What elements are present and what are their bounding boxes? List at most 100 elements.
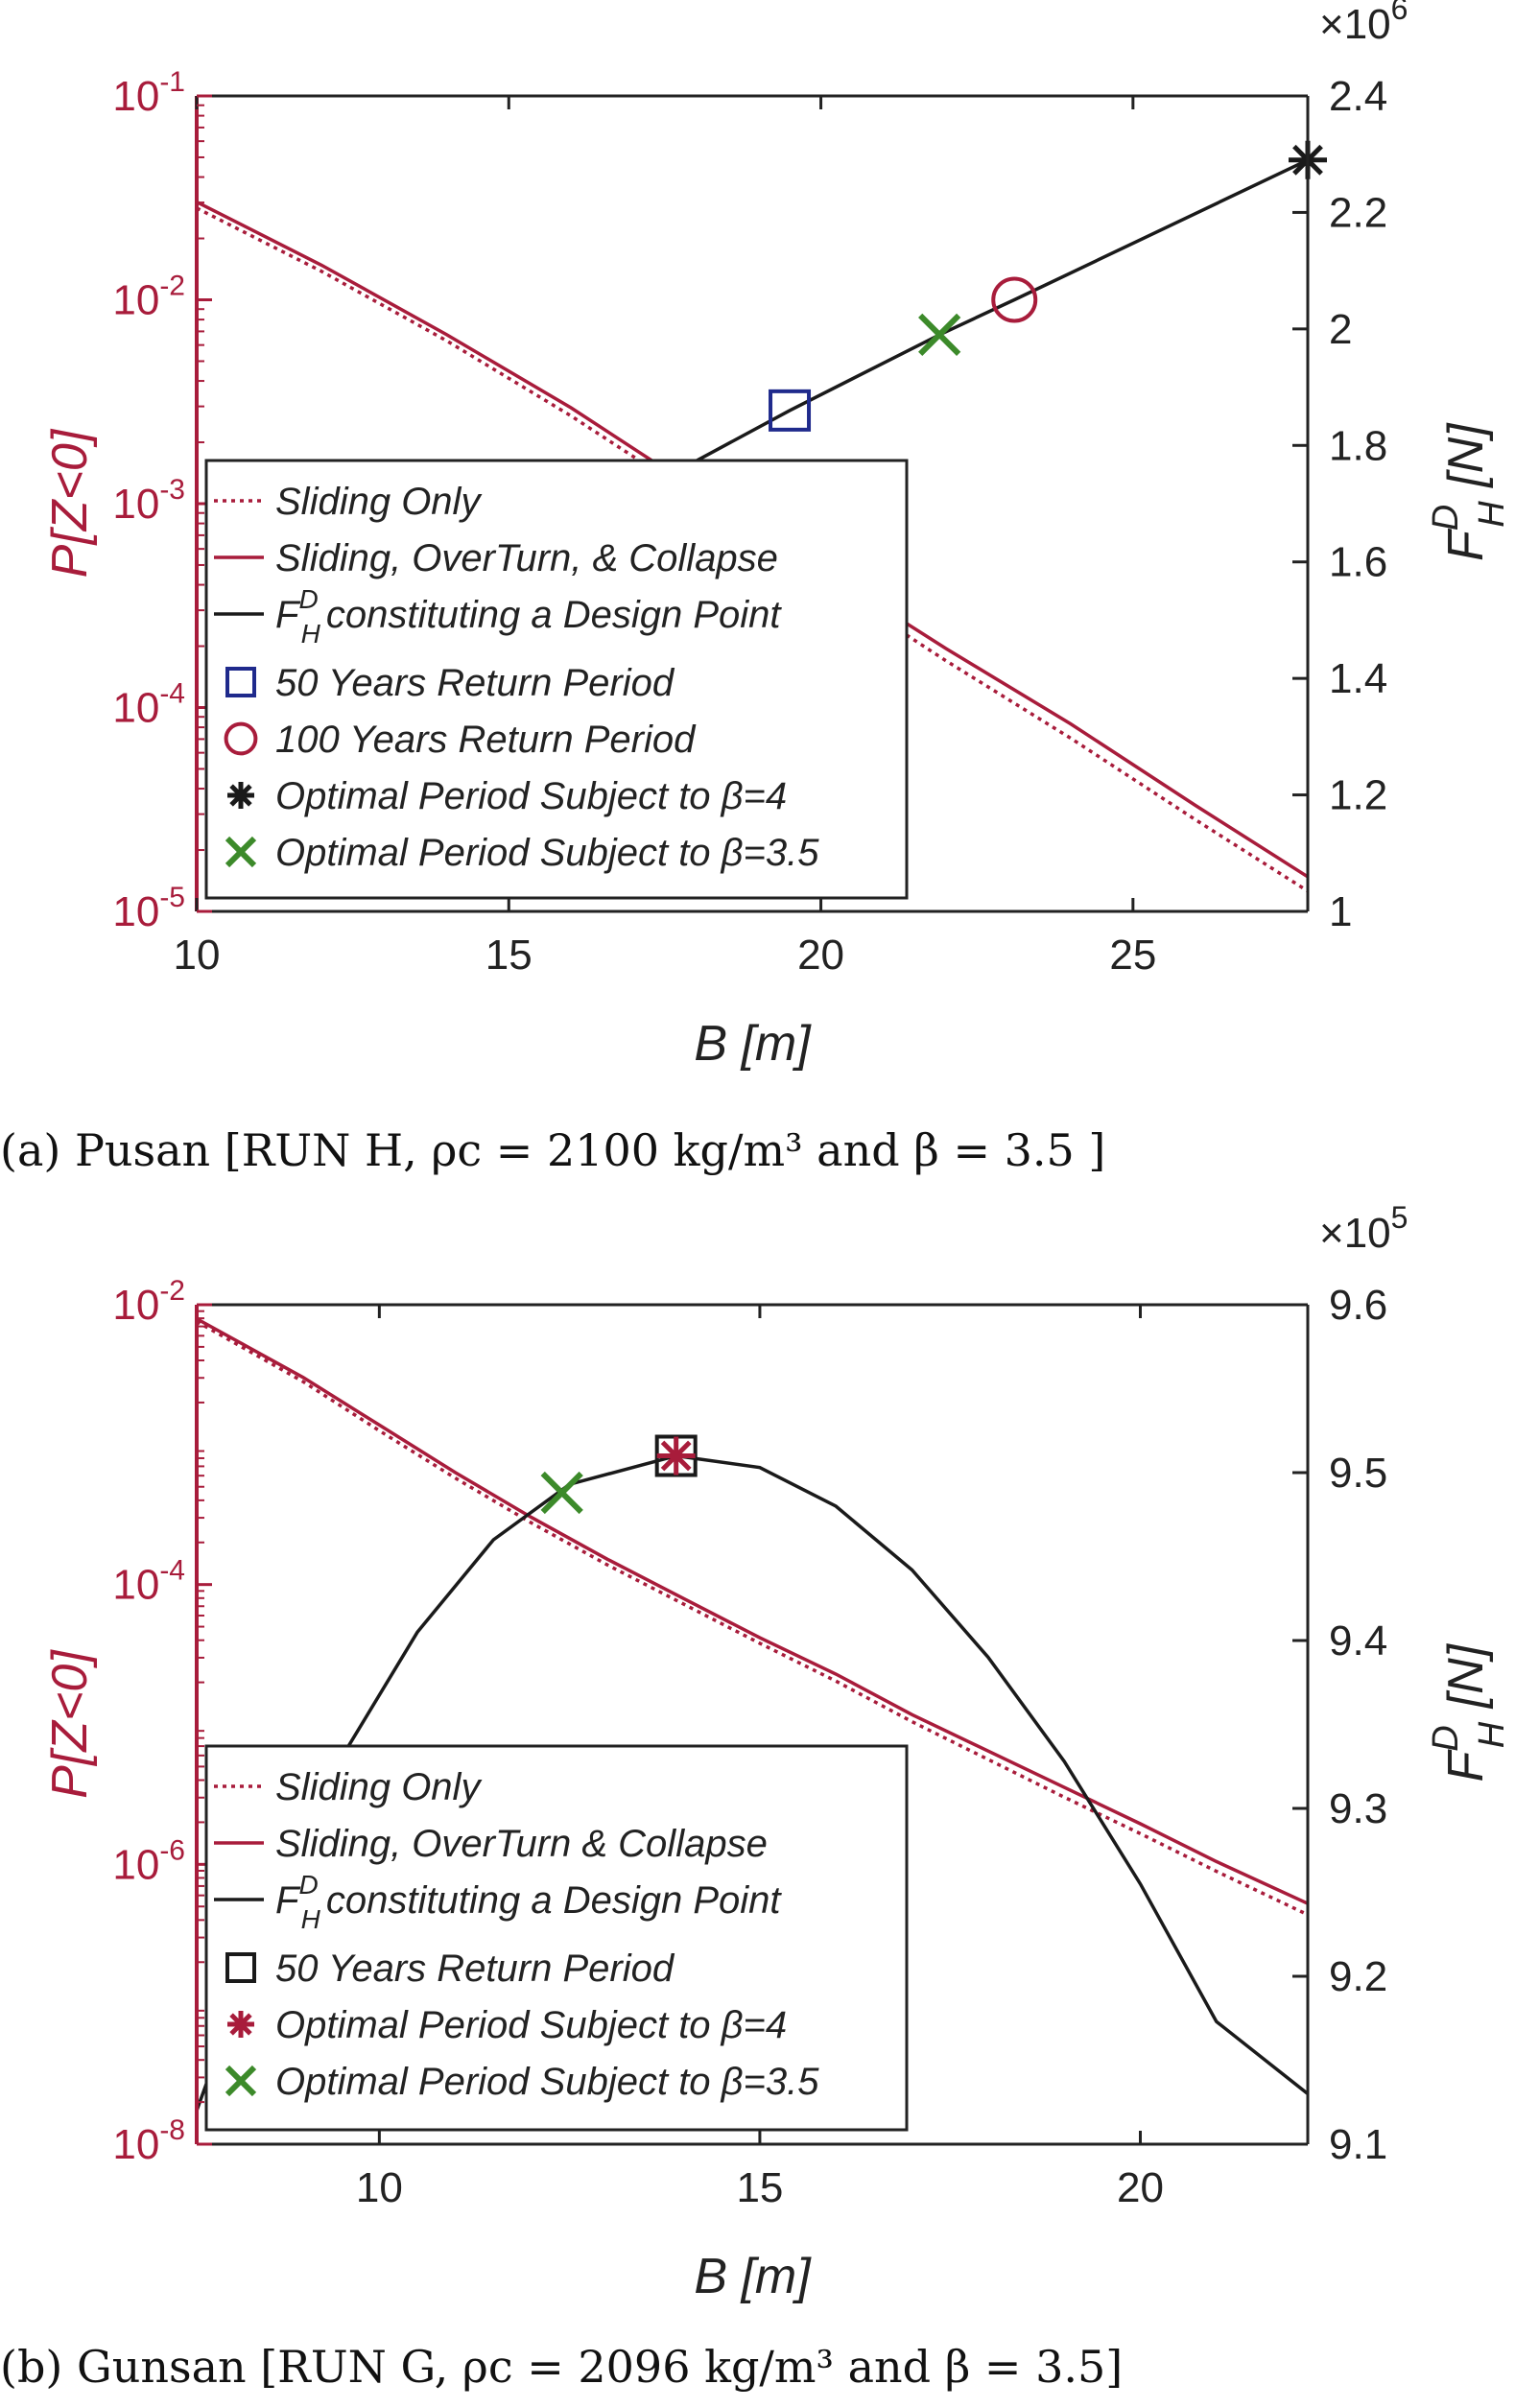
legend-label: Sliding Only xyxy=(275,481,483,523)
legend: Sliding Only Sliding, OverTurn & Collapse… xyxy=(204,1744,909,2132)
x-tick-label: 15 xyxy=(736,2164,783,2211)
legend-marker-circle xyxy=(224,721,258,756)
y-axis-label-right: FD H [N] xyxy=(1426,1642,1512,1782)
fhd-sup: D xyxy=(298,584,318,614)
y-tick-left-label: 10-2 xyxy=(112,271,185,324)
x-tick-label: 25 xyxy=(1109,932,1156,979)
y-tick-right-label: 2.4 xyxy=(1329,73,1387,120)
y-tick-left-label: 10-6 xyxy=(112,1834,185,1888)
y-tick-right-label: 1.2 xyxy=(1329,772,1387,819)
fhd-sup: D xyxy=(1426,1725,1466,1751)
tick-exp: -2 xyxy=(159,271,185,302)
x-tick-label: 15 xyxy=(485,932,533,979)
legend-label: 100 Years Return Period xyxy=(275,719,697,761)
legend-label: Optimal Period Subject to β=3.5 xyxy=(275,832,819,874)
tick-exp: -6 xyxy=(159,1834,185,1866)
marker-cross xyxy=(540,1471,583,1515)
fhd-F: F xyxy=(1438,528,1494,561)
y-tick-right-label: 9.2 xyxy=(1329,1953,1387,2000)
caption: (b) Gunsan [RUN G, ρc = 2096 kg/m³ and β… xyxy=(0,2341,1123,2393)
y-tick-left-label: 10-3 xyxy=(112,474,185,528)
fhd-sup: D xyxy=(298,1870,318,1900)
y-axis-label-left: P[Z<0] xyxy=(42,428,98,578)
y-axis-label-left: P[Z<0] xyxy=(42,1649,98,1799)
legend-text: constituting a Design Point xyxy=(326,1879,783,1922)
y-tick-left-label: 10-1 xyxy=(112,66,185,120)
x-tick-label: 10 xyxy=(174,932,221,979)
legend-box xyxy=(204,1744,909,2132)
fhd-sub: H xyxy=(1472,1721,1512,1748)
tick-exp: -4 xyxy=(159,1555,185,1587)
tick-exp: -4 xyxy=(159,678,185,710)
legend-marker-cross xyxy=(225,836,257,868)
x-tick-label: 20 xyxy=(1117,2164,1164,2211)
legend-label: Sliding, OverTurn & Collapse xyxy=(275,1823,768,1865)
y-tick-right-label: 9.5 xyxy=(1329,1450,1387,1497)
legend-label: Sliding Only xyxy=(275,1766,483,1808)
mult-exp: 6 xyxy=(1391,0,1408,26)
series-constituting-a-design-point xyxy=(670,158,1308,477)
y-tick-right-label: 9.3 xyxy=(1329,1785,1387,1832)
mult-base: ×10 xyxy=(1319,1210,1391,1257)
legend-label: Optimal Period Subject to β=4 xyxy=(275,775,787,817)
right-multiplier: ×105 xyxy=(1319,1200,1408,1257)
tick-base: 10 xyxy=(112,1282,159,1329)
x-tick-label: 20 xyxy=(797,932,844,979)
legend-label: Optimal Period Subject to β=4 xyxy=(275,2004,787,2046)
y-tick-right-label: 1.8 xyxy=(1329,422,1387,469)
tick-base: 10 xyxy=(112,481,159,528)
legend-marker-square xyxy=(225,667,256,697)
fhd-F: F xyxy=(275,594,301,636)
legend-marker-asterisk xyxy=(227,782,254,809)
tick-base: 10 xyxy=(112,685,159,732)
y-tick-left-label: 10-4 xyxy=(112,678,185,732)
y-tick-left-label: 10-2 xyxy=(112,1275,185,1329)
x-axis-label: B [m] xyxy=(694,1016,812,1072)
y-tick-left-label: 10-5 xyxy=(112,882,185,935)
y-axis-label-right: FD H [N] xyxy=(1426,422,1512,561)
marker-circle xyxy=(991,276,1038,323)
y-tick-right-label: 9.1 xyxy=(1329,2121,1387,2168)
legend-marker-square xyxy=(225,1952,256,1983)
legend-label: 50 Years Return Period xyxy=(275,662,675,704)
series-constituting-a-design-point xyxy=(197,1453,1308,2112)
series-sliding-only xyxy=(197,206,1308,893)
y-tick-right-label: 1.4 xyxy=(1329,655,1387,702)
chart-1: 10 15 2010-210-410-610-89.69.59.49.39.29.1… xyxy=(0,1200,1512,2393)
fhd-F: F xyxy=(275,1879,301,1922)
tick-exp: -3 xyxy=(159,474,185,506)
fhd-sub: H xyxy=(301,619,321,649)
marker-cross xyxy=(918,313,961,357)
series-sliding-only xyxy=(197,1319,1308,1917)
y-tick-right-label: 1 xyxy=(1329,888,1352,935)
caption: (a) Pusan [RUN H, ρc = 2100 kg/m³ and β … xyxy=(0,1124,1105,1176)
y-tick-left-label: 10-8 xyxy=(112,2114,185,2168)
fhd-sub: H xyxy=(301,1904,321,1934)
legend-text: constituting a Design Point xyxy=(326,594,783,636)
mult-base: ×10 xyxy=(1319,1,1391,48)
legend-marker-cross xyxy=(225,2065,257,2097)
legend-label: Sliding, OverTurn, & Collapse xyxy=(275,537,778,579)
tick-base: 10 xyxy=(112,73,159,120)
y-tick-right-label: 9.6 xyxy=(1329,1282,1387,1329)
tick-base: 10 xyxy=(112,888,159,935)
fhd-sup: D xyxy=(1426,505,1466,531)
x-axis-label: B [m] xyxy=(694,2249,812,2304)
marker-asterisk xyxy=(656,1436,696,1475)
tick-base: 10 xyxy=(112,1562,159,1609)
fhd-F: F xyxy=(1438,1749,1494,1782)
y-tick-right-label: 1.6 xyxy=(1329,539,1387,586)
tick-base: 10 xyxy=(112,1841,159,1888)
fhd-unit: [N] xyxy=(1438,1642,1494,1721)
legend-label: Optimal Period Subject to β=3.5 xyxy=(275,2061,819,2103)
fhd-unit: [N] xyxy=(1438,422,1494,501)
tick-exp: -8 xyxy=(159,2114,185,2146)
tick-base: 10 xyxy=(112,2121,159,2168)
fhd-sub: H xyxy=(1472,501,1512,528)
x-tick-label: 10 xyxy=(356,2164,403,2211)
y-tick-right-label: 2.2 xyxy=(1329,189,1387,236)
tick-base: 10 xyxy=(112,277,159,324)
